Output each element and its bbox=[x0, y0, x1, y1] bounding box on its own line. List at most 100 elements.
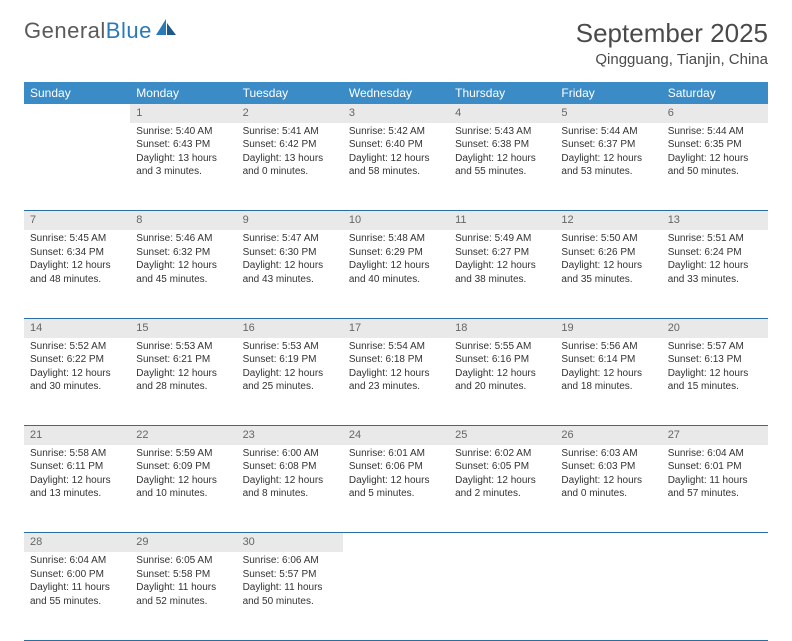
daylight-line2: and 18 minutes. bbox=[561, 380, 655, 394]
day-cell: Sunrise: 5:51 AMSunset: 6:24 PMDaylight:… bbox=[662, 230, 768, 318]
day-cell: Sunrise: 5:59 AMSunset: 6:09 PMDaylight:… bbox=[130, 445, 236, 533]
day-number-cell: 16 bbox=[237, 318, 343, 337]
day-cell-content: Sunrise: 6:01 AMSunset: 6:06 PMDaylight:… bbox=[343, 445, 449, 505]
daylight-line1: Daylight: 12 hours bbox=[349, 474, 443, 488]
daylight-line1: Daylight: 12 hours bbox=[30, 259, 124, 273]
daylight-line2: and 0 minutes. bbox=[243, 165, 337, 179]
sunset-text: Sunset: 6:03 PM bbox=[561, 460, 655, 474]
daylight-line2: and 35 minutes. bbox=[561, 273, 655, 287]
sunset-text: Sunset: 6:26 PM bbox=[561, 246, 655, 260]
day-cell: Sunrise: 6:06 AMSunset: 5:57 PMDaylight:… bbox=[237, 552, 343, 640]
day-cell-content: Sunrise: 5:44 AMSunset: 6:35 PMDaylight:… bbox=[662, 123, 768, 183]
logo-text: GeneralBlue bbox=[24, 18, 152, 44]
daylight-line2: and 58 minutes. bbox=[349, 165, 443, 179]
sunset-text: Sunset: 6:06 PM bbox=[349, 460, 443, 474]
sunset-text: Sunset: 6:24 PM bbox=[668, 246, 762, 260]
day-number-cell: 29 bbox=[130, 533, 236, 552]
sunrise-text: Sunrise: 6:00 AM bbox=[243, 447, 337, 461]
day-number-cell: 19 bbox=[555, 318, 661, 337]
sunrise-text: Sunrise: 5:56 AM bbox=[561, 340, 655, 354]
day-cell: Sunrise: 6:03 AMSunset: 6:03 PMDaylight:… bbox=[555, 445, 661, 533]
day-cell bbox=[555, 552, 661, 640]
day-number-cell: 15 bbox=[130, 318, 236, 337]
location: Qingguang, Tianjin, China bbox=[576, 51, 768, 68]
sunset-text: Sunset: 6:16 PM bbox=[455, 353, 549, 367]
day-cell: Sunrise: 5:49 AMSunset: 6:27 PMDaylight:… bbox=[449, 230, 555, 318]
day-number-cell: 11 bbox=[449, 211, 555, 230]
sunrise-text: Sunrise: 5:53 AM bbox=[243, 340, 337, 354]
day-cell: Sunrise: 6:05 AMSunset: 5:58 PMDaylight:… bbox=[130, 552, 236, 640]
day-cell: Sunrise: 6:04 AMSunset: 6:01 PMDaylight:… bbox=[662, 445, 768, 533]
sunrise-text: Sunrise: 5:44 AM bbox=[668, 125, 762, 139]
day-cell: Sunrise: 5:42 AMSunset: 6:40 PMDaylight:… bbox=[343, 123, 449, 211]
daylight-line1: Daylight: 12 hours bbox=[136, 259, 230, 273]
content-row: Sunrise: 5:58 AMSunset: 6:11 PMDaylight:… bbox=[24, 445, 768, 533]
day-cell-content: Sunrise: 5:43 AMSunset: 6:38 PMDaylight:… bbox=[449, 123, 555, 183]
sunset-text: Sunset: 6:19 PM bbox=[243, 353, 337, 367]
daylight-line2: and 38 minutes. bbox=[455, 273, 549, 287]
sunrise-text: Sunrise: 5:42 AM bbox=[349, 125, 443, 139]
sunset-text: Sunset: 6:34 PM bbox=[30, 246, 124, 260]
daynum-row: 78910111213 bbox=[24, 211, 768, 230]
sunrise-text: Sunrise: 6:05 AM bbox=[136, 554, 230, 568]
day-cell-content: Sunrise: 5:59 AMSunset: 6:09 PMDaylight:… bbox=[130, 445, 236, 505]
daylight-line2: and 25 minutes. bbox=[243, 380, 337, 394]
day-cell: Sunrise: 5:58 AMSunset: 6:11 PMDaylight:… bbox=[24, 445, 130, 533]
sunrise-text: Sunrise: 6:06 AM bbox=[243, 554, 337, 568]
month-title: September 2025 bbox=[576, 18, 768, 49]
sunrise-text: Sunrise: 5:51 AM bbox=[668, 232, 762, 246]
sail-icon bbox=[156, 19, 178, 42]
sunrise-text: Sunrise: 5:46 AM bbox=[136, 232, 230, 246]
weekday-header: Tuesday bbox=[237, 82, 343, 104]
sunrise-text: Sunrise: 5:40 AM bbox=[136, 125, 230, 139]
day-cell bbox=[24, 123, 130, 211]
sunset-text: Sunset: 6:22 PM bbox=[30, 353, 124, 367]
sunrise-text: Sunrise: 5:52 AM bbox=[30, 340, 124, 354]
day-number-cell: 28 bbox=[24, 533, 130, 552]
weekday-header-row: SundayMondayTuesdayWednesdayThursdayFrid… bbox=[24, 82, 768, 104]
sunrise-text: Sunrise: 5:50 AM bbox=[561, 232, 655, 246]
daylight-line2: and 50 minutes. bbox=[668, 165, 762, 179]
weekday-header: Sunday bbox=[24, 82, 130, 104]
day-cell-content: Sunrise: 5:46 AMSunset: 6:32 PMDaylight:… bbox=[130, 230, 236, 290]
day-cell: Sunrise: 5:43 AMSunset: 6:38 PMDaylight:… bbox=[449, 123, 555, 211]
day-number-cell bbox=[555, 533, 661, 552]
daylight-line1: Daylight: 12 hours bbox=[455, 259, 549, 273]
sunrise-text: Sunrise: 5:58 AM bbox=[30, 447, 124, 461]
day-number-cell: 10 bbox=[343, 211, 449, 230]
day-cell bbox=[343, 552, 449, 640]
sunrise-text: Sunrise: 5:59 AM bbox=[136, 447, 230, 461]
daylight-line2: and 28 minutes. bbox=[136, 380, 230, 394]
day-cell-content: Sunrise: 6:05 AMSunset: 5:58 PMDaylight:… bbox=[130, 552, 236, 612]
day-cell: Sunrise: 6:04 AMSunset: 6:00 PMDaylight:… bbox=[24, 552, 130, 640]
day-cell: Sunrise: 5:55 AMSunset: 6:16 PMDaylight:… bbox=[449, 338, 555, 426]
day-cell: Sunrise: 6:01 AMSunset: 6:06 PMDaylight:… bbox=[343, 445, 449, 533]
daylight-line2: and 43 minutes. bbox=[243, 273, 337, 287]
daylight-line1: Daylight: 11 hours bbox=[30, 581, 124, 595]
sunset-text: Sunset: 6:29 PM bbox=[349, 246, 443, 260]
daylight-line1: Daylight: 12 hours bbox=[30, 474, 124, 488]
sunset-text: Sunset: 5:57 PM bbox=[243, 568, 337, 582]
day-cell: Sunrise: 5:46 AMSunset: 6:32 PMDaylight:… bbox=[130, 230, 236, 318]
day-cell-content: Sunrise: 6:06 AMSunset: 5:57 PMDaylight:… bbox=[237, 552, 343, 612]
sunset-text: Sunset: 6:13 PM bbox=[668, 353, 762, 367]
day-cell-content: Sunrise: 5:45 AMSunset: 6:34 PMDaylight:… bbox=[24, 230, 130, 290]
day-number-cell: 24 bbox=[343, 426, 449, 445]
day-number-cell: 8 bbox=[130, 211, 236, 230]
day-number-cell: 25 bbox=[449, 426, 555, 445]
day-number-cell: 1 bbox=[130, 104, 236, 123]
day-number-cell: 9 bbox=[237, 211, 343, 230]
daynum-row: 21222324252627 bbox=[24, 426, 768, 445]
daylight-line1: Daylight: 12 hours bbox=[455, 152, 549, 166]
daylight-line1: Daylight: 12 hours bbox=[668, 367, 762, 381]
day-cell bbox=[449, 552, 555, 640]
weekday-header: Wednesday bbox=[343, 82, 449, 104]
daynum-row: 123456 bbox=[24, 104, 768, 123]
sunset-text: Sunset: 6:18 PM bbox=[349, 353, 443, 367]
page-header: GeneralBlue September 2025 Qingguang, Ti… bbox=[24, 18, 768, 68]
daylight-line2: and 2 minutes. bbox=[455, 487, 549, 501]
day-cell-content: Sunrise: 5:42 AMSunset: 6:40 PMDaylight:… bbox=[343, 123, 449, 183]
day-number-cell: 6 bbox=[662, 104, 768, 123]
content-row: Sunrise: 6:04 AMSunset: 6:00 PMDaylight:… bbox=[24, 552, 768, 640]
daynum-row: 14151617181920 bbox=[24, 318, 768, 337]
